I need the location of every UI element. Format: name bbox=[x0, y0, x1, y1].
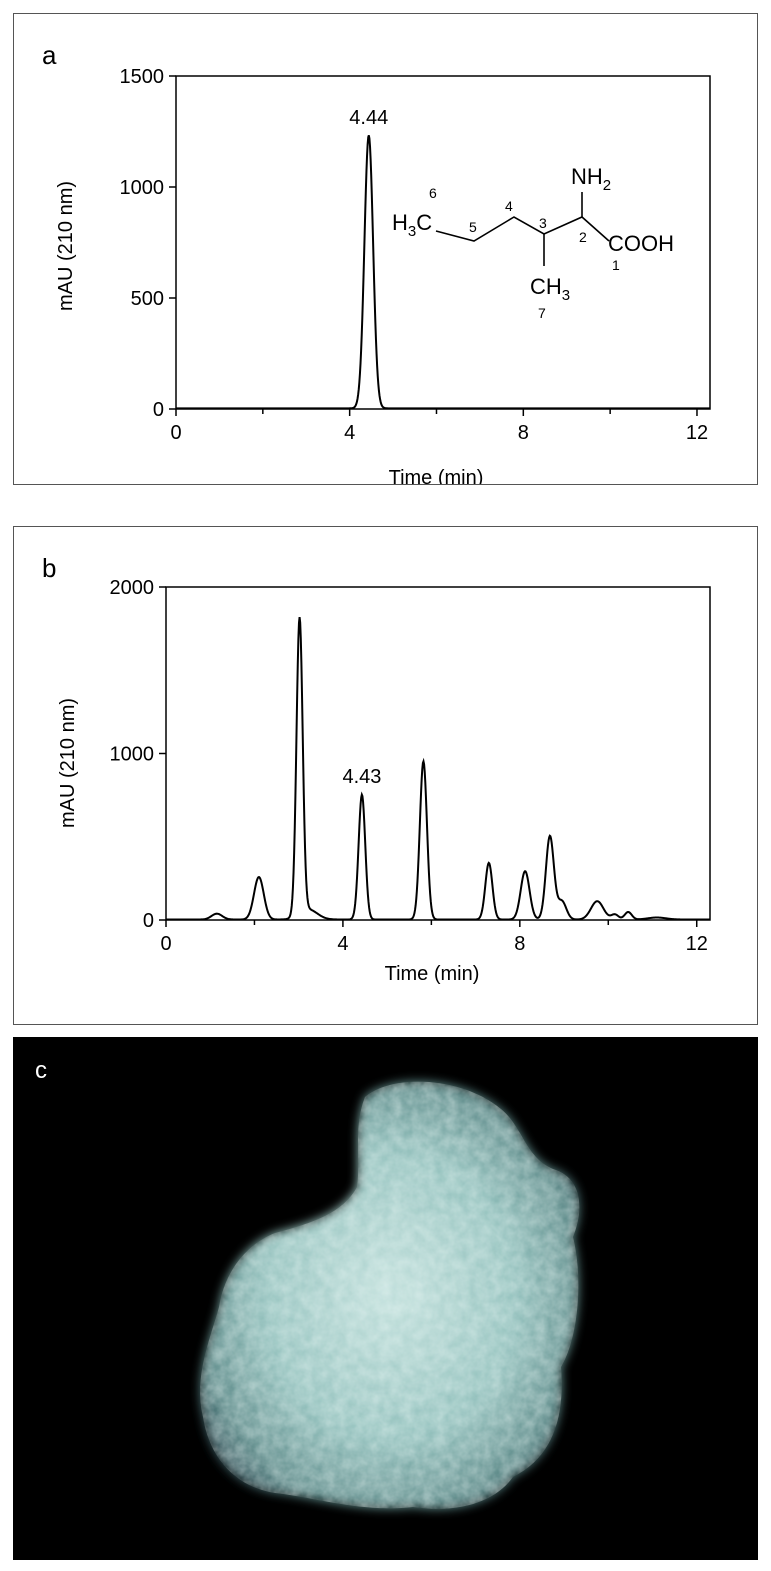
crystal-photo bbox=[200, 1081, 580, 1509]
x-tick-label: 0 bbox=[160, 933, 171, 955]
atom-number-7: 7 bbox=[538, 305, 546, 321]
y-axis-label-a: mAU (210 nm) bbox=[55, 181, 77, 311]
y-tick-label: 0 bbox=[153, 399, 164, 421]
chart-panel-a: a 0 4 8 12 0 500 1000 1500 4.44 Time (min) mAU … bbox=[13, 13, 758, 489]
atom-number-5: 5 bbox=[469, 219, 477, 235]
x-axis-label-a: Time (min) bbox=[389, 467, 484, 484]
chemical-structure: NH2 H3C COOH CH3 1 2 3 4 5 6 7 bbox=[392, 164, 674, 321]
atom-number-4: 4 bbox=[505, 198, 513, 214]
trace-line-a bbox=[176, 135, 710, 410]
x-tick-label: 8 bbox=[518, 422, 529, 444]
y-tick-label: 2000 bbox=[110, 577, 155, 599]
svg-text:CH3: CH3 bbox=[530, 274, 570, 304]
panel-label-b: b bbox=[42, 553, 57, 583]
peak-label: 4.44 bbox=[349, 107, 388, 129]
cooh-label: COOH bbox=[608, 231, 674, 256]
chart-panel-b: b 0 4 8 12 0 1000 2000 4.43 Time (min) mAU (21… bbox=[13, 526, 758, 1025]
atom-number-3: 3 bbox=[539, 215, 547, 231]
chromatogram-b: 0 4 8 12 0 1000 2000 4.43 Time (min) mAU (210 … bbox=[57, 577, 711, 985]
y-tick-label: 1000 bbox=[120, 177, 165, 199]
panel-label-c: c bbox=[35, 1057, 47, 1084]
y-tick-label: 0 bbox=[143, 910, 154, 932]
panel-label-a: a bbox=[42, 40, 57, 70]
h3c-label: H bbox=[392, 210, 408, 235]
ch3-label: CH bbox=[530, 274, 562, 299]
x-axis-label-b: Time (min) bbox=[385, 963, 480, 985]
h3c-tail: C bbox=[416, 210, 432, 235]
x-tick-label: 12 bbox=[686, 933, 708, 955]
x-tick-label: 4 bbox=[337, 933, 348, 955]
h3c-subscript: 3 bbox=[408, 223, 416, 240]
x-tick-label: 4 bbox=[344, 422, 355, 444]
atom-number-1: 1 bbox=[612, 257, 620, 273]
svg-text:H3C: H3C bbox=[392, 210, 432, 240]
x-tick-label: 8 bbox=[514, 933, 525, 955]
peak-label: 4.43 bbox=[342, 766, 381, 788]
x-tick-label: 12 bbox=[686, 422, 708, 444]
ch3-subscript: 3 bbox=[562, 287, 570, 304]
atom-number-2: 2 bbox=[579, 229, 587, 245]
trace-line-b bbox=[166, 616, 710, 921]
svg-text:NH2: NH2 bbox=[571, 164, 611, 194]
crystal-aggregate bbox=[200, 1081, 580, 1509]
atom-number-6: 6 bbox=[429, 185, 437, 201]
photo-panel-c: c bbox=[13, 1037, 758, 1560]
y-tick-label: 1500 bbox=[120, 66, 165, 88]
plot-frame bbox=[165, 586, 711, 921]
y-axis-label-b: mAU (210 nm) bbox=[57, 698, 79, 828]
y-tick-label: 500 bbox=[131, 288, 164, 310]
x-tick-label: 0 bbox=[170, 422, 181, 444]
nh2-label: NH bbox=[571, 164, 603, 189]
nh2-subscript: 2 bbox=[603, 177, 611, 194]
y-tick-label: 1000 bbox=[110, 744, 155, 766]
